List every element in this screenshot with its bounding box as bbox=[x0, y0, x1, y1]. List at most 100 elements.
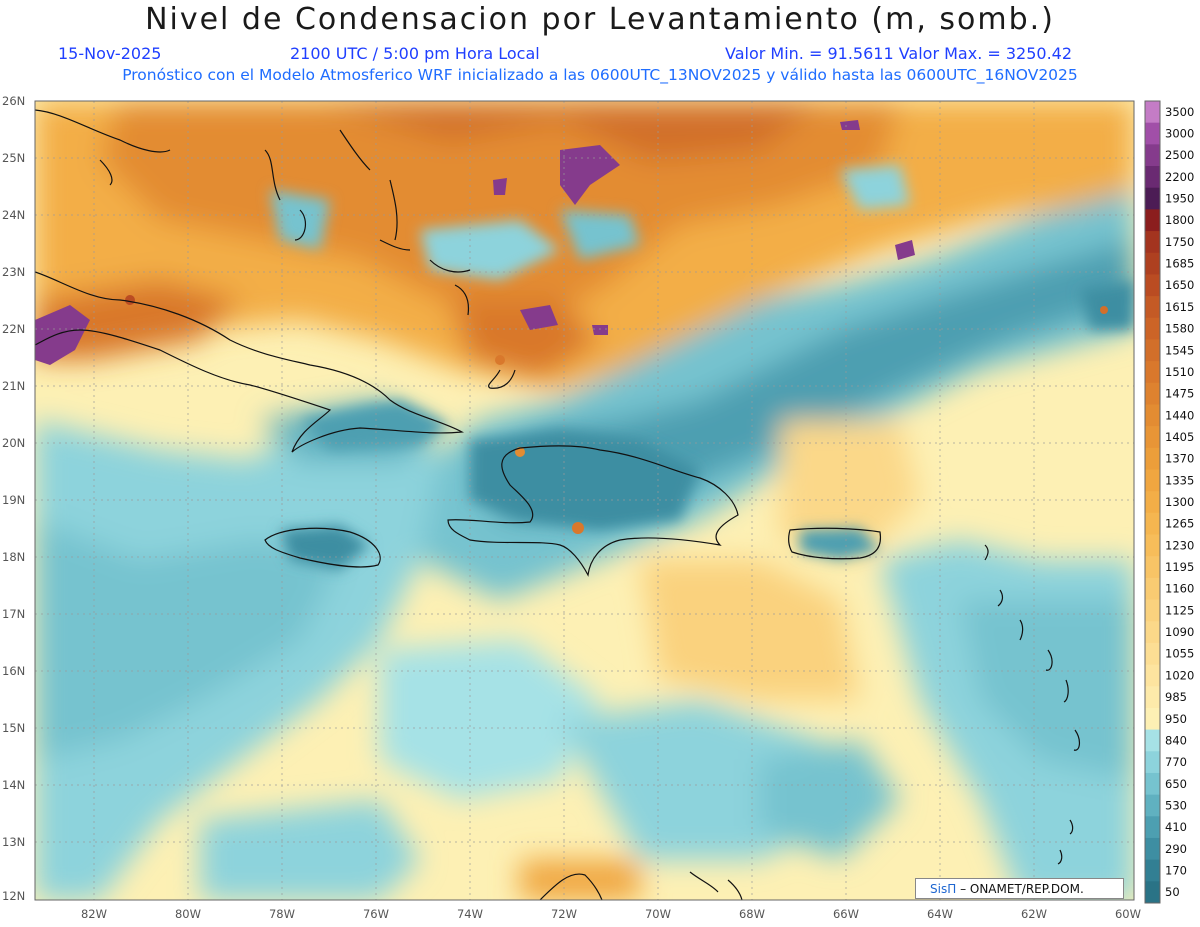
colorbar-label: 1440 bbox=[1165, 408, 1194, 422]
lcl-field bbox=[35, 101, 1134, 900]
colorbar-swatch bbox=[1145, 317, 1160, 340]
colorbar-swatch bbox=[1145, 231, 1160, 254]
colorbar-label: 1800 bbox=[1165, 213, 1194, 227]
lat-label: 22N bbox=[2, 322, 25, 336]
colorbar-label: 1950 bbox=[1165, 192, 1194, 206]
colorbar-label: 1750 bbox=[1165, 235, 1194, 249]
puerto-rico-coast bbox=[788, 527, 882, 560]
lon-label: 74W bbox=[457, 907, 483, 921]
colorbar-swatch bbox=[1145, 794, 1160, 817]
min-max-values: Valor Min. = 91.5611 Valor Max. = 3250.4… bbox=[725, 44, 1073, 63]
cuba-coast bbox=[35, 271, 465, 453]
lesser-antilles bbox=[984, 544, 1080, 865]
colorbar-swatch bbox=[1145, 166, 1160, 189]
colorbar-swatch bbox=[1145, 534, 1160, 557]
colorbar-swatch bbox=[1145, 556, 1160, 579]
lat-label: 21N bbox=[2, 379, 25, 393]
colorbar-swatch bbox=[1145, 881, 1160, 904]
lat-label: 14N bbox=[2, 778, 25, 792]
colorbar-swatch bbox=[1145, 837, 1160, 861]
colorbar-swatch bbox=[1145, 426, 1160, 449]
lat-label: 23N bbox=[2, 265, 25, 279]
colorbar-label: 1510 bbox=[1165, 365, 1194, 379]
colorbar-label: 985 bbox=[1165, 690, 1187, 704]
colorbar-label: 1055 bbox=[1165, 647, 1194, 661]
colorbar-label: 950 bbox=[1165, 712, 1187, 726]
colorbar-label: 1615 bbox=[1165, 300, 1194, 314]
latitude-labels: 26N 25N 24N 23N 22N 21N 20N 19N 18N 17N … bbox=[2, 94, 25, 903]
lon-label: 70W bbox=[645, 907, 671, 921]
colorbar-label: 1020 bbox=[1165, 668, 1194, 682]
lat-label: 16N bbox=[2, 664, 25, 678]
colorbar-label: 2500 bbox=[1165, 148, 1194, 162]
colorbar-swatch bbox=[1145, 144, 1160, 167]
colorbar-label: 1195 bbox=[1165, 560, 1194, 574]
colorbar-swatch bbox=[1145, 512, 1160, 536]
lon-label: 78W bbox=[269, 907, 295, 921]
longitude-labels: 82W 80W 78W 76W 74W 72W 70W 68W 66W 64W … bbox=[81, 907, 1141, 921]
colorbar-swatch bbox=[1145, 382, 1160, 405]
lat-label: 15N bbox=[2, 721, 25, 735]
colorbar-swatch bbox=[1145, 751, 1160, 774]
colorbar-swatch bbox=[1145, 339, 1160, 362]
colorbar-swatch bbox=[1145, 274, 1160, 297]
lat-label: 13N bbox=[2, 835, 25, 849]
colorbar-swatch bbox=[1145, 859, 1160, 882]
colorbar-swatch bbox=[1145, 361, 1160, 384]
lat-label: 26N bbox=[2, 94, 25, 108]
colorbar-swatch bbox=[1145, 686, 1160, 709]
colorbar-swatch bbox=[1145, 252, 1160, 275]
colorbar-swatch bbox=[1145, 187, 1160, 210]
lon-label: 76W bbox=[363, 907, 389, 921]
colorbar-swatch bbox=[1145, 599, 1160, 622]
colorbar-swatch bbox=[1145, 816, 1160, 839]
colorbar-swatch bbox=[1145, 101, 1160, 124]
colorbar-frame bbox=[1144, 100, 1161, 904]
lat-label: 20N bbox=[2, 436, 25, 450]
coastlines bbox=[35, 109, 1080, 900]
colorbar-label: 2200 bbox=[1165, 170, 1194, 184]
colorbar-label: 1125 bbox=[1165, 603, 1194, 617]
lon-label: 62W bbox=[1021, 907, 1047, 921]
colorbar-label: 1475 bbox=[1165, 387, 1194, 401]
colorbar-label: 410 bbox=[1165, 820, 1187, 834]
colorbar-legend: 3500 3000 2500 2200 1950 1800 1750 1685 1650 1615… bbox=[1144, 100, 1194, 904]
forecast-time: 2100 UTC / 5:00 pm Hora Local bbox=[290, 44, 540, 63]
lon-label: 66W bbox=[833, 907, 859, 921]
colorbar-swatch bbox=[1145, 621, 1160, 644]
colorbar-swatch bbox=[1145, 296, 1160, 319]
colorbar-swatch bbox=[1145, 577, 1160, 601]
colorbar-label: 650 bbox=[1165, 777, 1187, 791]
plot-frame bbox=[34, 100, 1135, 901]
colorbar-swatch bbox=[1145, 469, 1160, 492]
colorbar-label: 3000 bbox=[1165, 127, 1194, 141]
colorbar-swatch bbox=[1145, 664, 1160, 687]
colorbar-label: 1160 bbox=[1165, 582, 1194, 596]
colorbar-swatch bbox=[1145, 209, 1160, 232]
colorbar-swatch bbox=[1145, 122, 1160, 145]
colorbar-swatch bbox=[1145, 772, 1160, 796]
colorbar-label: 1650 bbox=[1165, 278, 1194, 292]
hispaniola-coast bbox=[447, 445, 739, 577]
lon-label: 64W bbox=[927, 907, 953, 921]
colorbar-swatch bbox=[1145, 707, 1160, 731]
lat-label: 12N bbox=[2, 889, 25, 903]
colorbar-label: 1545 bbox=[1165, 343, 1194, 357]
lon-label: 68W bbox=[739, 907, 765, 921]
colorbar-swatch bbox=[1145, 642, 1160, 666]
credit-text: – ONAMET/REP.DOM. bbox=[960, 882, 1084, 896]
lon-label: 60W bbox=[1115, 907, 1141, 921]
colorbar-label: 1300 bbox=[1165, 495, 1194, 509]
colorbar-label: 1685 bbox=[1165, 257, 1194, 271]
colorbar-label: 1230 bbox=[1165, 538, 1194, 552]
florida-keys-coast bbox=[35, 109, 171, 186]
colorbar-label: 1370 bbox=[1165, 452, 1194, 466]
colorbar-label: 1405 bbox=[1165, 430, 1194, 444]
colorbar-label: 840 bbox=[1165, 733, 1187, 747]
sispi-logo: SisΠ bbox=[930, 882, 957, 896]
colorbar-label: 1265 bbox=[1165, 517, 1194, 531]
colorbar-label: 3500 bbox=[1165, 105, 1194, 119]
bahamas-coast bbox=[264, 129, 516, 389]
south-america-coast bbox=[539, 871, 743, 900]
lon-label: 80W bbox=[175, 907, 201, 921]
